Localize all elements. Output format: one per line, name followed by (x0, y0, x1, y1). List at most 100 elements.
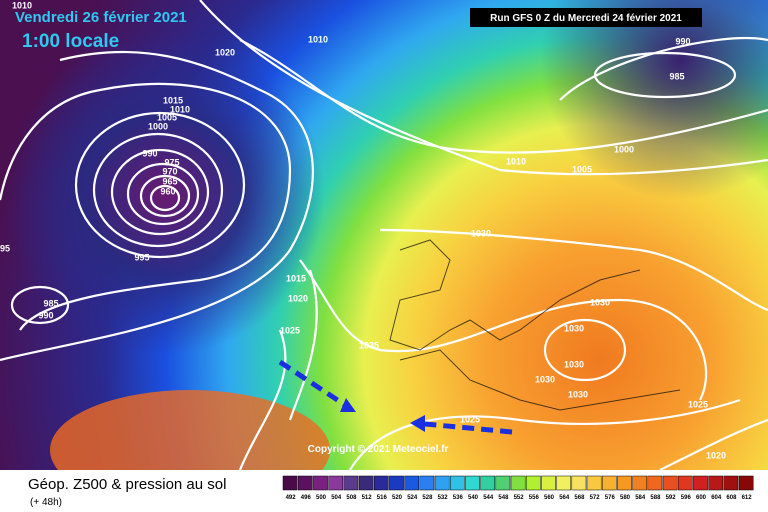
legend-label: 576 (605, 495, 616, 501)
isobar-label: 1000 (148, 121, 168, 131)
isobar-label: 1010 (12, 0, 32, 10)
legend-label: 556 (529, 495, 540, 501)
ne-field (0, 0, 768, 470)
coastlines (389, 239, 681, 411)
isobar-label: 1010 (308, 34, 328, 44)
isobar-label: 1010 (170, 104, 190, 114)
legend-swatch (449, 475, 465, 491)
legend-swatch (389, 475, 404, 491)
legend-label: 536 (453, 495, 464, 501)
legend-label: 516 (377, 495, 388, 501)
isobar-label: 1030 (564, 323, 584, 333)
isobar-label: 1020 (215, 47, 235, 57)
isobar-label: 1035 (359, 340, 379, 350)
run: Run GFS 0 Z du Mercredi 24 février 2021 (490, 13, 682, 24)
legend-label: 508 (346, 495, 357, 501)
legend-label: 548 (498, 495, 509, 501)
isobar-label: 990 (38, 310, 53, 320)
legend-swatch (495, 475, 511, 491)
isobar-label: 1000 (614, 144, 634, 154)
isobar-label: 970 (162, 166, 177, 176)
legend-swatch (723, 475, 739, 491)
legend-label: 584 (635, 495, 646, 501)
isobar-label: 985 (43, 298, 58, 308)
legend-label: 572 (590, 495, 601, 501)
copyright: Copyright © 2021 Meteociel.fr (308, 444, 449, 455)
isobar-label: 1030 (535, 374, 555, 384)
legend-swatch (465, 475, 480, 491)
isobar-label: 990 (142, 148, 157, 158)
legend-swatch (662, 475, 678, 491)
isobar-label: 975 (164, 157, 179, 167)
footer-lead: (+ 48h) (30, 497, 62, 508)
legend-label: 596 (681, 495, 692, 501)
legend-swatch (601, 475, 617, 491)
isobar-label: 1020 (706, 450, 726, 460)
legend-label: 600 (696, 495, 707, 501)
isobar-label: 1030 (564, 359, 584, 369)
date: Vendredi 26 février 2021 (15, 9, 187, 26)
legend-label: 580 (620, 495, 631, 501)
legend-swatch (419, 475, 435, 491)
legend-swatch (358, 475, 374, 491)
legend-label: 540 (468, 495, 479, 501)
legend-swatch (738, 475, 754, 491)
legend-label: 524 (407, 495, 418, 501)
legend-swatch (510, 475, 526, 491)
legend-swatch (693, 475, 708, 491)
legend-label: 496 (301, 495, 312, 501)
legend-swatch (586, 475, 602, 491)
isobar-label: 1015 (286, 273, 306, 283)
isobar-label: 1030 (471, 228, 491, 238)
legend-swatch (632, 475, 648, 491)
legend-swatch (328, 475, 344, 491)
legend-label: 544 (483, 495, 494, 501)
time: 1:00 locale (22, 31, 119, 52)
isobar-label: 1005 (157, 112, 177, 122)
legend-swatch (647, 475, 663, 491)
isobar-label: 965 (162, 176, 177, 186)
flow-arrows (278, 359, 513, 435)
isobar-label: 995 (134, 252, 149, 262)
isobar-label: 1025 (460, 414, 480, 424)
legend-swatch (404, 475, 420, 491)
legend-swatch (541, 475, 556, 491)
legend-swatch (677, 475, 693, 491)
legend-label: 588 (650, 495, 661, 501)
legend-label: 592 (666, 495, 677, 501)
legend-label: 492 (286, 495, 297, 501)
isobar-label: 990 (675, 36, 690, 46)
legend-label: 560 (544, 495, 555, 501)
legend-label: 500 (316, 495, 327, 501)
isobar-label: 1005 (572, 164, 592, 174)
legend-label: 612 (742, 495, 753, 501)
isobars (0, 0, 768, 470)
isobar-label: 1010 (506, 156, 526, 166)
legend-swatch (434, 475, 450, 491)
isobar-label: 95 (0, 243, 10, 253)
legend-label: 520 (392, 495, 403, 501)
legend-label: 528 (422, 495, 433, 501)
isobar-label: 1015 (163, 95, 183, 105)
isobar-label: 1030 (568, 389, 588, 399)
legend-label: 504 (331, 495, 342, 501)
legend-swatch (480, 475, 496, 491)
legend-swatch (571, 475, 587, 491)
legend-label: 512 (362, 495, 373, 501)
isobar-label: 1025 (688, 399, 708, 409)
legend-swatch (525, 475, 541, 491)
legend-label: 532 (438, 495, 449, 501)
legend-swatch (556, 475, 572, 491)
legend-label: 568 (574, 495, 585, 501)
legend-label: 608 (726, 495, 737, 501)
isobar-label: 960 (160, 186, 175, 196)
footer-title: Géop. Z500 & pression au sol (28, 476, 226, 493)
legend-swatch (282, 475, 298, 491)
legend-swatch (297, 475, 313, 491)
isobar-label: 1020 (288, 293, 308, 303)
run-box (470, 8, 702, 27)
legend-swatch (708, 475, 724, 491)
legend-label: 552 (514, 495, 525, 501)
